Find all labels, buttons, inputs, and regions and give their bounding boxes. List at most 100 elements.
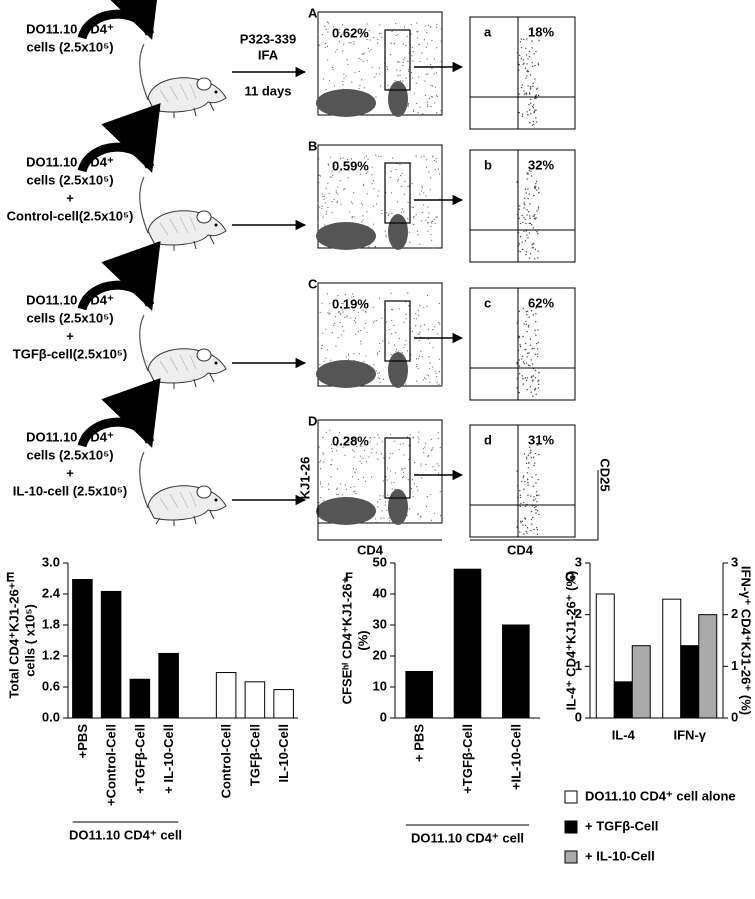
dot — [353, 309, 355, 311]
dot — [518, 111, 520, 114]
dot — [529, 364, 531, 367]
mouse-icon — [139, 451, 227, 526]
dot — [381, 317, 383, 319]
dot — [370, 452, 373, 454]
dot — [427, 375, 430, 377]
dot — [529, 449, 532, 451]
dot — [403, 211, 405, 213]
dot — [399, 443, 401, 445]
dot — [333, 299, 335, 301]
dot — [410, 33, 412, 35]
dot — [339, 158, 342, 160]
dot — [412, 110, 415, 113]
dot — [372, 205, 375, 207]
dot — [420, 156, 422, 158]
dot — [425, 73, 427, 75]
dot — [333, 324, 335, 327]
dot — [534, 109, 536, 111]
dot — [526, 330, 528, 333]
dot — [420, 465, 422, 467]
dot — [386, 467, 389, 469]
dot — [327, 488, 330, 490]
dot — [386, 479, 388, 481]
dot — [435, 72, 438, 74]
dot — [436, 381, 438, 383]
dot — [325, 28, 327, 30]
dot — [373, 188, 375, 190]
dot — [363, 449, 366, 452]
dot — [521, 355, 524, 358]
bar — [215, 672, 237, 719]
dot — [388, 517, 390, 519]
condition-label: + — [66, 190, 74, 205]
dot — [411, 487, 413, 490]
dot — [530, 170, 532, 173]
dot — [411, 77, 414, 79]
x-tick-label: +TGFβ-Cell — [132, 724, 147, 794]
dot — [423, 155, 425, 157]
dot — [359, 173, 361, 175]
dot — [530, 102, 532, 104]
dot — [435, 372, 437, 375]
condition-label: TGFβ-cell(2.5x10⁵) — [13, 346, 127, 361]
dot — [533, 496, 535, 498]
y-axis-label: IL-4⁺ CD4⁺KJ1-26⁺ (%) — [563, 571, 578, 711]
dot — [534, 369, 537, 372]
dot — [516, 322, 518, 324]
dot — [415, 318, 418, 320]
dot — [399, 74, 401, 76]
dot — [518, 217, 520, 219]
bar — [613, 681, 633, 719]
dot — [518, 365, 521, 367]
dot — [397, 33, 399, 36]
dot — [535, 182, 537, 185]
dot — [353, 486, 355, 488]
dot — [521, 84, 523, 86]
bar — [273, 689, 294, 719]
dot — [384, 504, 386, 506]
gate-percent: 0.28% — [332, 433, 369, 448]
dot — [374, 76, 376, 78]
dot — [319, 467, 322, 470]
dot — [319, 311, 321, 313]
dot-cluster — [316, 497, 376, 525]
dot — [527, 114, 529, 116]
dot — [380, 517, 382, 519]
dot — [432, 447, 434, 449]
dot — [436, 47, 438, 49]
dot — [407, 105, 409, 108]
legend-swatch — [564, 820, 578, 834]
dot — [321, 205, 323, 207]
dot — [536, 210, 538, 212]
dot — [363, 87, 366, 89]
dot — [527, 484, 529, 486]
dot — [344, 454, 346, 456]
dot — [433, 73, 435, 75]
dot — [333, 85, 335, 87]
dot — [421, 477, 423, 479]
dot — [411, 206, 413, 208]
dot — [525, 222, 527, 225]
dot — [399, 80, 402, 82]
dot — [522, 524, 524, 526]
dot — [527, 58, 529, 60]
dot — [382, 495, 384, 497]
dot — [428, 212, 430, 214]
dot — [351, 81, 353, 83]
dot — [353, 319, 356, 322]
bar — [595, 593, 615, 719]
dot — [532, 82, 534, 85]
dot — [532, 120, 535, 123]
dot — [379, 498, 381, 501]
dot — [390, 482, 393, 484]
dot — [527, 364, 530, 366]
dot — [534, 187, 537, 190]
dot — [417, 234, 419, 236]
dot — [388, 213, 390, 215]
dot — [363, 157, 365, 159]
dot — [353, 299, 355, 302]
dot — [427, 456, 429, 458]
dot — [327, 312, 329, 314]
dot — [405, 383, 407, 385]
dot — [395, 332, 397, 334]
